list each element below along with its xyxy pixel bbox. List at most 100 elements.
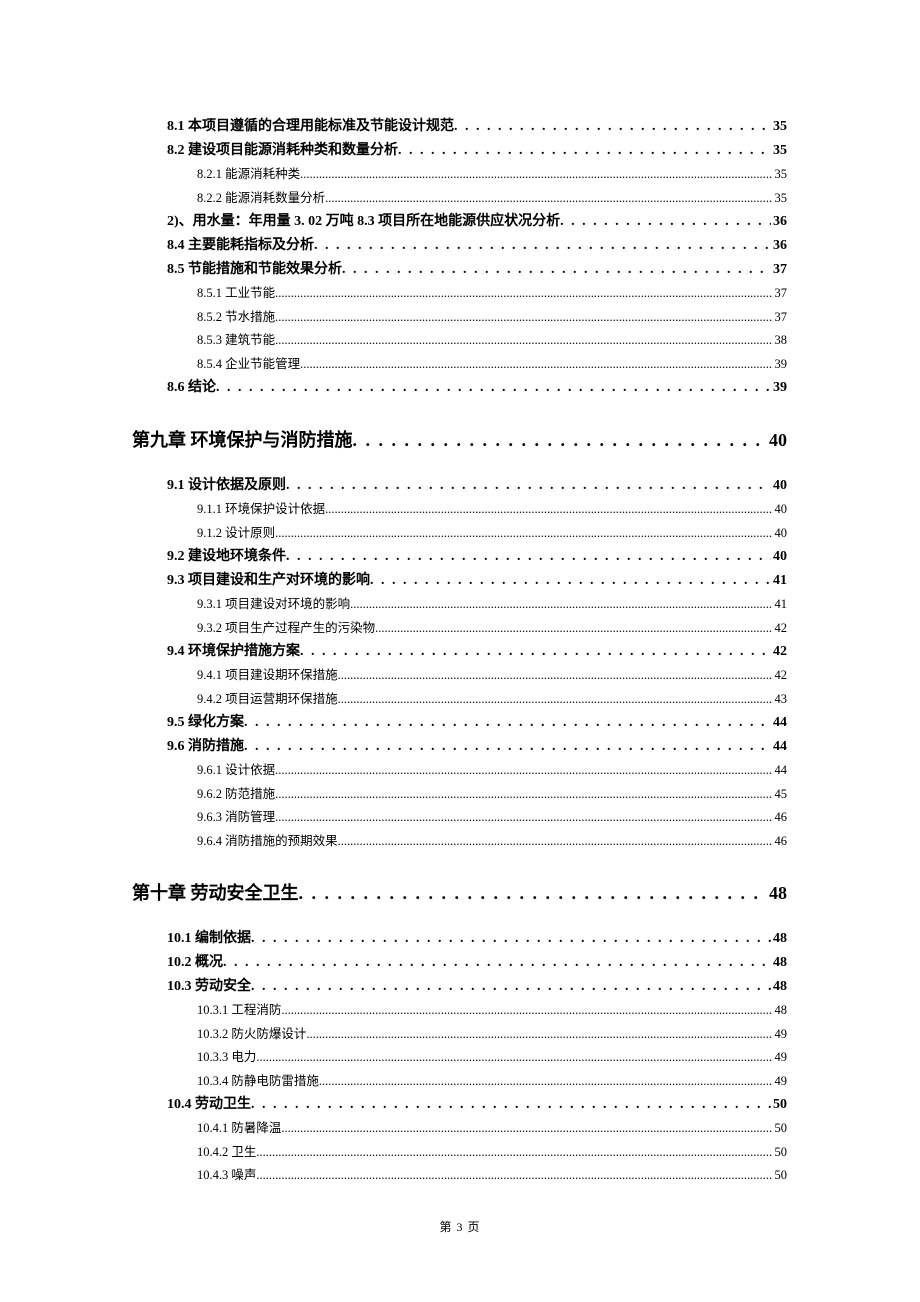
toc-entry-label: 9.6.4 消防措施的预期效果	[197, 830, 338, 854]
toc-entry-page: 49	[773, 1070, 788, 1094]
toc-entry-page: 40	[773, 498, 788, 522]
toc-entry-label: 9.4.1 项目建设期环保措施	[197, 664, 338, 688]
toc-entry: 9.6.3 消防管理..............................…	[197, 806, 787, 830]
toc-entry-page: 41	[773, 593, 788, 617]
toc-leader: . . . . . . . . . . . . . . . . . . . . …	[299, 879, 768, 907]
toc-entry-label: 8.1 本项目遵循的合理用能标准及节能设计规范	[167, 115, 454, 139]
toc-entry-label: 8.2.2 能源消耗数量分析	[197, 187, 325, 211]
toc-entry-page: 48	[767, 879, 787, 907]
toc-entry-page: 40	[771, 474, 787, 498]
toc-entry-label: 8.2.1 能源消耗种类	[197, 163, 300, 187]
toc-entry-page: 40	[773, 522, 788, 546]
toc-entry-page: 42	[773, 664, 788, 688]
toc-entry-label: 10.3.4 防静电防雷措施	[197, 1070, 319, 1094]
toc-entry-label: 9.3 项目建设和生产对环境的影响	[167, 569, 370, 593]
toc-leader: ........................................…	[338, 830, 773, 854]
toc-entry: 9.4 环境保护措施方案 . . . . . . . . . . . . . .…	[167, 640, 787, 664]
toc-leader: . . . . . . . . . . . . . . . . . . . . …	[370, 569, 771, 593]
toc-entry-page: 45	[773, 783, 788, 807]
toc-entry-label: 第九章 环境保护与消防措施	[132, 426, 353, 454]
toc-leader: ........................................…	[300, 353, 772, 377]
toc-leader: ........................................…	[338, 664, 773, 688]
toc-entry-page: 40	[771, 545, 787, 569]
toc-entry: 10.3.2 防火防爆设计...........................…	[197, 1023, 787, 1047]
toc-entry-label: 10.3.1 工程消防	[197, 999, 281, 1023]
toc-leader: ........................................…	[256, 1164, 772, 1188]
toc-entry-page: 42	[773, 617, 788, 641]
toc-entry-page: 50	[773, 1117, 788, 1141]
toc-entry: 10.3 劳动安全 . . . . . . . . . . . . . . . …	[167, 975, 787, 999]
toc-entry: 8.5.1 工业节能..............................…	[197, 282, 787, 306]
toc-entry-page: 44	[771, 711, 787, 735]
toc-entry-label: 10.3 劳动安全	[167, 975, 251, 999]
toc-entry: 8.2 建设项目能源消耗种类和数量分析 . . . . . . . . . . …	[167, 139, 787, 163]
toc-leader: ........................................…	[350, 593, 772, 617]
toc-entry-label: 9.5 绿化方案	[167, 711, 244, 735]
toc-leader: . . . . . . . . . . . . . . . . . . . . …	[251, 975, 771, 999]
toc-entry: 9.6.1 设计依据..............................…	[197, 759, 787, 783]
toc-entry: 10.1 编制依据 . . . . . . . . . . . . . . . …	[167, 927, 787, 951]
toc-entry-label: 9.1.2 设计原则	[197, 522, 275, 546]
toc-entry-label: 9.6.2 防范措施	[197, 783, 275, 807]
toc-entry-label: 8.5.1 工业节能	[197, 282, 275, 306]
toc-entry-label: 10.2 概况	[167, 951, 223, 975]
toc-entry-page: 35	[771, 139, 787, 163]
toc-leader: ........................................…	[275, 306, 772, 330]
toc-entry: 9.5 绿化方案 . . . . . . . . . . . . . . . .…	[167, 711, 787, 735]
toc-leader: . . . . . . . . . . . . . . . . . . . . …	[454, 115, 771, 139]
page-footer: 第 3 页	[0, 1218, 920, 1235]
toc-entry: 8.5.3 建筑节能..............................…	[197, 329, 787, 353]
toc-leader: ........................................…	[275, 806, 772, 830]
toc-entry-label: 8.5.3 建筑节能	[197, 329, 275, 353]
toc-entry: 10.4.2 卫生...............................…	[197, 1141, 787, 1165]
toc-entry: 8.5.4 企业节能管理............................…	[197, 353, 787, 377]
toc-entry-page: 38	[773, 329, 788, 353]
toc-leader: . . . . . . . . . . . . . . . . . . . . …	[286, 474, 771, 498]
toc-entry-label: 10.4.2 卫生	[197, 1141, 256, 1165]
toc-entry-page: 46	[773, 806, 788, 830]
toc-leader: ........................................…	[256, 1046, 772, 1070]
toc-entry-page: 39	[773, 353, 788, 377]
toc-entry-page: 35	[773, 187, 788, 211]
toc-entry-page: 48	[771, 927, 787, 951]
toc-entry: 第九章 环境保护与消防措施 . . . . . . . . . . . . . …	[132, 426, 787, 454]
toc-entry-page: 37	[771, 258, 787, 282]
toc-entry-page: 49	[773, 1023, 788, 1047]
toc-entry-page: 46	[773, 830, 788, 854]
toc-leader: ........................................…	[319, 1070, 773, 1094]
toc-entry: 9.6 消防措施 . . . . . . . . . . . . . . . .…	[167, 735, 787, 759]
toc-leader: ........................................…	[306, 1023, 772, 1047]
toc-entry: 9.3 项目建设和生产对环境的影响 . . . . . . . . . . . …	[167, 569, 787, 593]
toc-leader: . . . . . . . . . . . . . . . . . . . . …	[216, 376, 771, 400]
toc-entry-label: 9.1.1 环境保护设计依据	[197, 498, 325, 522]
toc-entry-label: 10.4 劳动卫生	[167, 1093, 251, 1117]
toc-entry: 8.6 结论 . . . . . . . . . . . . . . . . .…	[167, 376, 787, 400]
toc-entry: 10.3.3 电力...............................…	[197, 1046, 787, 1070]
toc-leader: ........................................…	[275, 783, 772, 807]
toc-entry-label: 8.5.2 节水措施	[197, 306, 275, 330]
toc-leader: . . . . . . . . . . . . . . . . . . . . …	[353, 426, 768, 454]
toc-entry: 9.3.2 项目生产过程产生的污染物......................…	[197, 617, 787, 641]
toc-entry: 8.5.2 节水措施..............................…	[197, 306, 787, 330]
toc-entry-page: 35	[771, 115, 787, 139]
toc-entry: 10.4.1 防暑降温.............................…	[197, 1117, 787, 1141]
toc-entry-label: 8.4 主要能耗指标及分析	[167, 234, 314, 258]
toc-entry-label: 9.1 设计依据及原则	[167, 474, 286, 498]
toc-entry-label: 8.2 建设项目能源消耗种类和数量分析	[167, 139, 398, 163]
toc-entry: 8.2.1 能源消耗种类............................…	[197, 163, 787, 187]
toc-entry-page: 43	[773, 688, 788, 712]
toc-entry: 9.1.1 环境保护设计依据..........................…	[197, 498, 787, 522]
toc-leader: . . . . . . . . . . . . . . . . . . . . …	[223, 951, 771, 975]
toc-leader: ........................................…	[256, 1141, 772, 1165]
toc-leader: . . . . . . . . . . . . . . . . . . . . …	[251, 927, 771, 951]
toc-entry-label: 10.1 编制依据	[167, 927, 251, 951]
toc-entry: 9.3.1 项目建设对环境的影响........................…	[197, 593, 787, 617]
toc-entry: 10.3.4 防静电防雷措施..........................…	[197, 1070, 787, 1094]
toc-leader: . . . . . . . . . . . . . . . . . . . . …	[244, 711, 771, 735]
toc-leader: ........................................…	[338, 688, 773, 712]
toc-leader: ........................................…	[300, 163, 772, 187]
toc-leader: ........................................…	[275, 282, 772, 306]
toc-entry: 10.4.3 噪声...............................…	[197, 1164, 787, 1188]
toc-entry: 9.1 设计依据及原则 . . . . . . . . . . . . . . …	[167, 474, 787, 498]
toc-entry: 10.4 劳动卫生 . . . . . . . . . . . . . . . …	[167, 1093, 787, 1117]
